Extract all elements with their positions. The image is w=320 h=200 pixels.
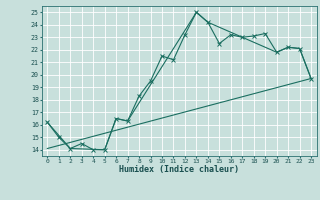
X-axis label: Humidex (Indice chaleur): Humidex (Indice chaleur): [119, 165, 239, 174]
